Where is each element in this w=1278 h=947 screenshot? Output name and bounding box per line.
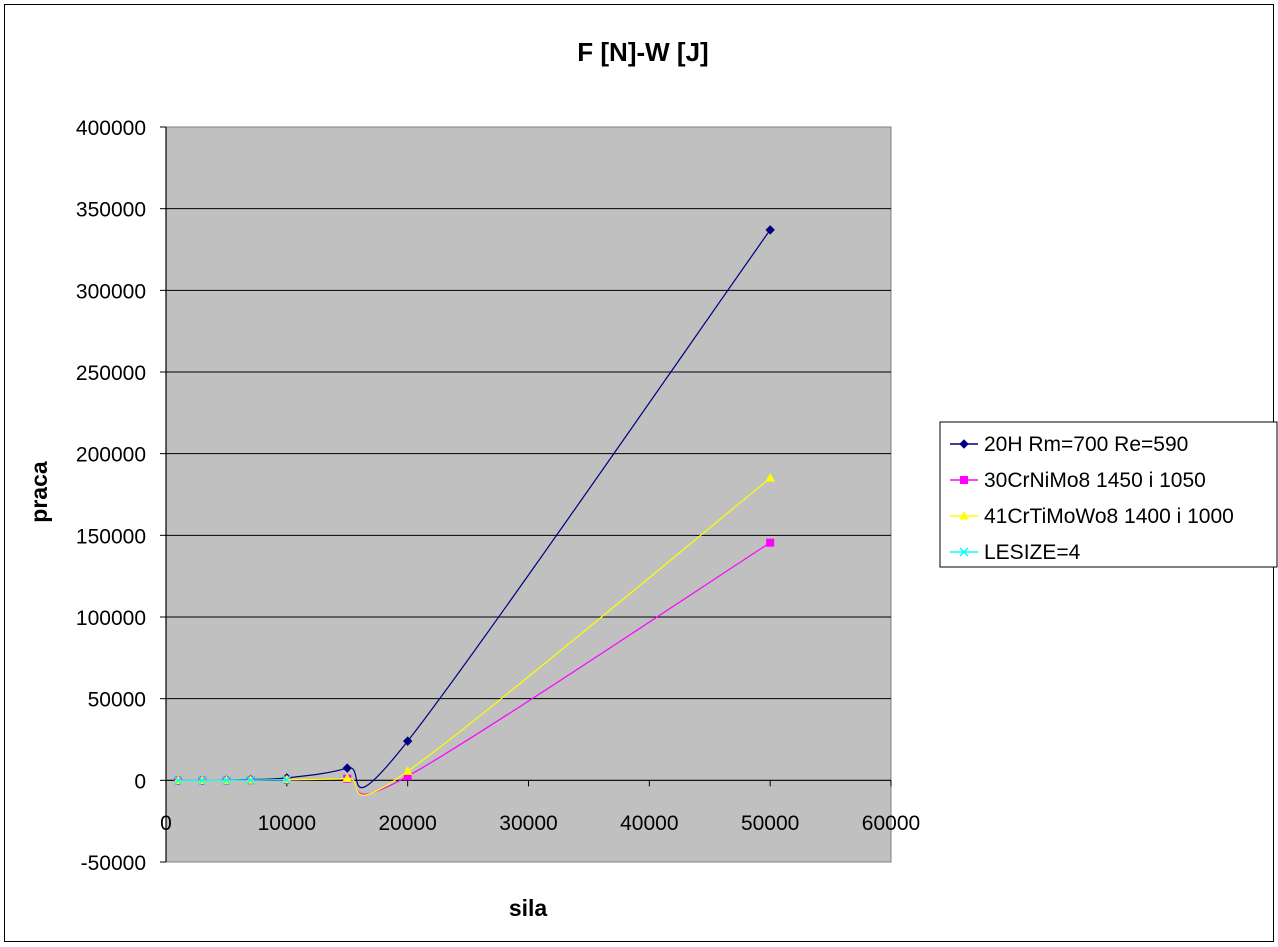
y-tick-label: 100000	[76, 607, 146, 630]
legend-label: 30CrNiMo8 1450 i 1050	[984, 469, 1206, 492]
x-tick-label: 50000	[741, 812, 799, 835]
x-tick-label: 10000	[258, 812, 316, 835]
legend-marker	[959, 547, 969, 557]
data-point	[282, 775, 292, 785]
data-point	[766, 538, 775, 547]
legend-marker	[959, 510, 969, 520]
plot-area	[165, 126, 892, 863]
x-tick-label: 40000	[620, 812, 678, 835]
data-point	[197, 775, 207, 785]
y-tick-label: 400000	[76, 117, 146, 140]
grid-lines	[166, 208, 891, 700]
x-tick-label: 30000	[499, 812, 557, 835]
legend-marker-stroke	[959, 547, 969, 557]
y-tick-label: 200000	[76, 444, 146, 467]
y-tick-label: -50000	[81, 852, 146, 875]
data-point	[402, 736, 413, 746]
y-tick-label: 150000	[76, 525, 146, 548]
x-axis-label: sila	[509, 895, 548, 921]
data-point	[173, 775, 183, 785]
x-tick-label: 20000	[378, 812, 436, 835]
y-tick-label: 300000	[76, 280, 146, 303]
legend-label: 41CrTiMoWo8 1400 i 1000	[984, 505, 1234, 528]
x-tick-label: 60000	[862, 812, 920, 835]
data-point	[402, 766, 413, 775]
series-line	[178, 779, 287, 781]
data-point-stroke	[197, 775, 207, 785]
y-tick-labels: -50000 0 50000 100000 150000 200000 250000 3000…	[76, 117, 146, 875]
chart-title: F [N]-W [J]	[577, 37, 708, 67]
legend-marker	[960, 476, 968, 484]
y-axis-label: praca	[26, 461, 52, 523]
y-tick-label: 0	[134, 770, 146, 793]
data-point	[342, 763, 352, 773]
y-tick-label: 250000	[76, 362, 146, 385]
data-point-stroke	[173, 775, 183, 785]
y-tick-label: 350000	[76, 199, 146, 222]
data-point-stroke	[221, 775, 231, 785]
x-tick-label: 0	[160, 812, 172, 835]
legend-label: 20H Rm=700 Re=590	[984, 433, 1188, 456]
legend-box	[939, 421, 1278, 568]
data-point-stroke	[282, 775, 292, 785]
x-tick-labels: 0 10000 20000 30000 40000 50000 60000	[160, 812, 920, 835]
legend-marker	[959, 439, 969, 449]
data-point	[765, 225, 775, 235]
data-point-stroke	[246, 775, 256, 785]
legend-label: LESIZE=4	[984, 541, 1081, 564]
data-point	[342, 773, 353, 782]
series-layer	[173, 225, 776, 796]
y-tick-label: 50000	[88, 689, 146, 712]
legend: 20H Rm=700 Re=590 30CrNiMo8 1450 i 1050 41…	[939, 421, 1278, 568]
data-point	[221, 775, 231, 785]
data-point	[246, 775, 256, 785]
data-point	[765, 473, 776, 482]
